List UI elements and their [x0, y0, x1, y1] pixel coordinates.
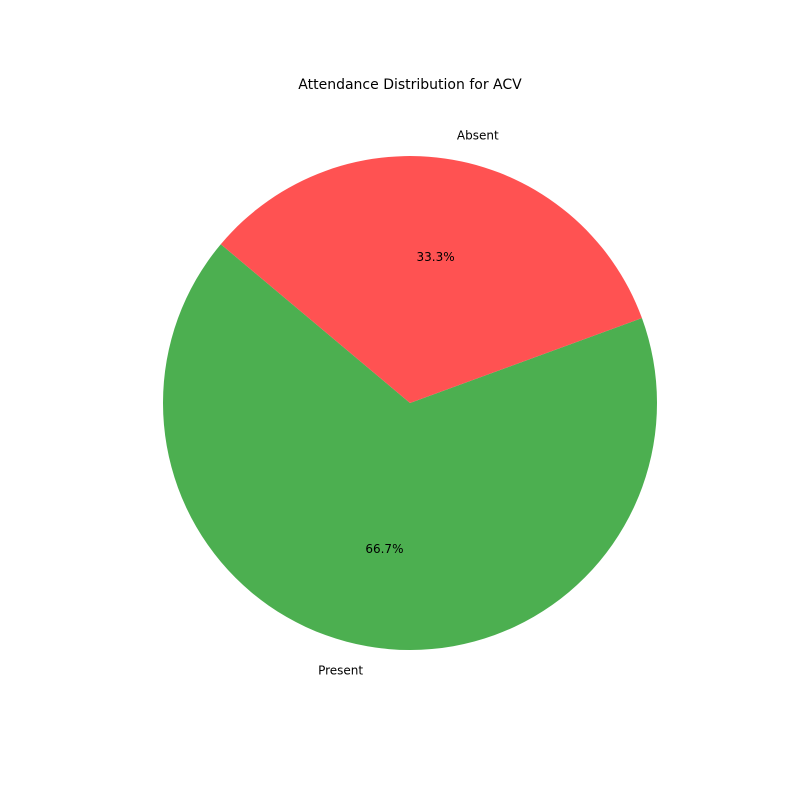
pie-slice-present [163, 244, 657, 651]
chart-title: Attendance Distribution for ACV [298, 77, 522, 93]
slice-percent-absent: 33.3% [417, 250, 455, 264]
pie-slices [163, 155, 657, 651]
pie-slice-absent [220, 155, 642, 403]
slice-label-absent: Absent [457, 128, 499, 142]
pie-labels: Present 66.7% Absent 33.3% [318, 128, 499, 677]
slice-percent-present: 66.7% [365, 542, 403, 556]
slice-label-present: Present [318, 664, 363, 678]
